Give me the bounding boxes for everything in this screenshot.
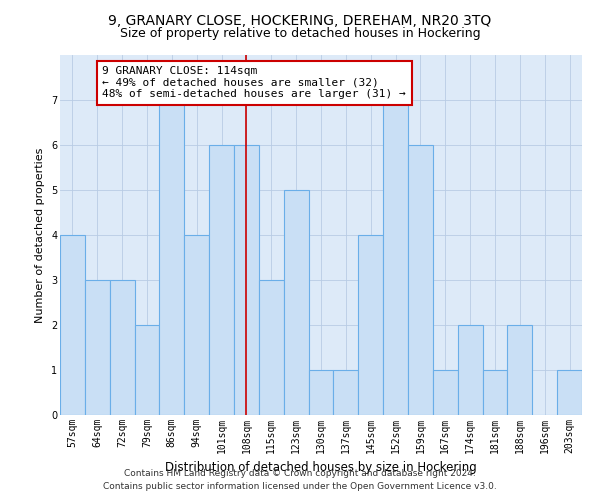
Bar xyxy=(508,325,532,415)
Text: Contains HM Land Registry data © Crown copyright and database right 2024.
Contai: Contains HM Land Registry data © Crown c… xyxy=(103,469,497,491)
Bar xyxy=(557,370,582,415)
Bar xyxy=(184,235,209,415)
Bar xyxy=(308,370,334,415)
X-axis label: Distribution of detached houses by size in Hockering: Distribution of detached houses by size … xyxy=(165,462,477,474)
Bar xyxy=(383,100,408,415)
Bar xyxy=(234,145,259,415)
Bar xyxy=(85,280,110,415)
Bar xyxy=(259,280,284,415)
Text: Size of property relative to detached houses in Hockering: Size of property relative to detached ho… xyxy=(119,28,481,40)
Bar xyxy=(433,370,458,415)
Bar xyxy=(334,370,358,415)
Bar xyxy=(458,325,482,415)
Bar xyxy=(60,235,85,415)
Y-axis label: Number of detached properties: Number of detached properties xyxy=(35,148,46,322)
Text: 9, GRANARY CLOSE, HOCKERING, DEREHAM, NR20 3TQ: 9, GRANARY CLOSE, HOCKERING, DEREHAM, NR… xyxy=(109,14,491,28)
Bar xyxy=(209,145,234,415)
Bar xyxy=(482,370,508,415)
Bar xyxy=(408,145,433,415)
Bar xyxy=(134,325,160,415)
Text: 9 GRANARY CLOSE: 114sqm
← 49% of detached houses are smaller (32)
48% of semi-de: 9 GRANARY CLOSE: 114sqm ← 49% of detache… xyxy=(102,66,406,100)
Bar xyxy=(160,100,184,415)
Bar xyxy=(110,280,134,415)
Bar xyxy=(284,190,308,415)
Bar xyxy=(358,235,383,415)
